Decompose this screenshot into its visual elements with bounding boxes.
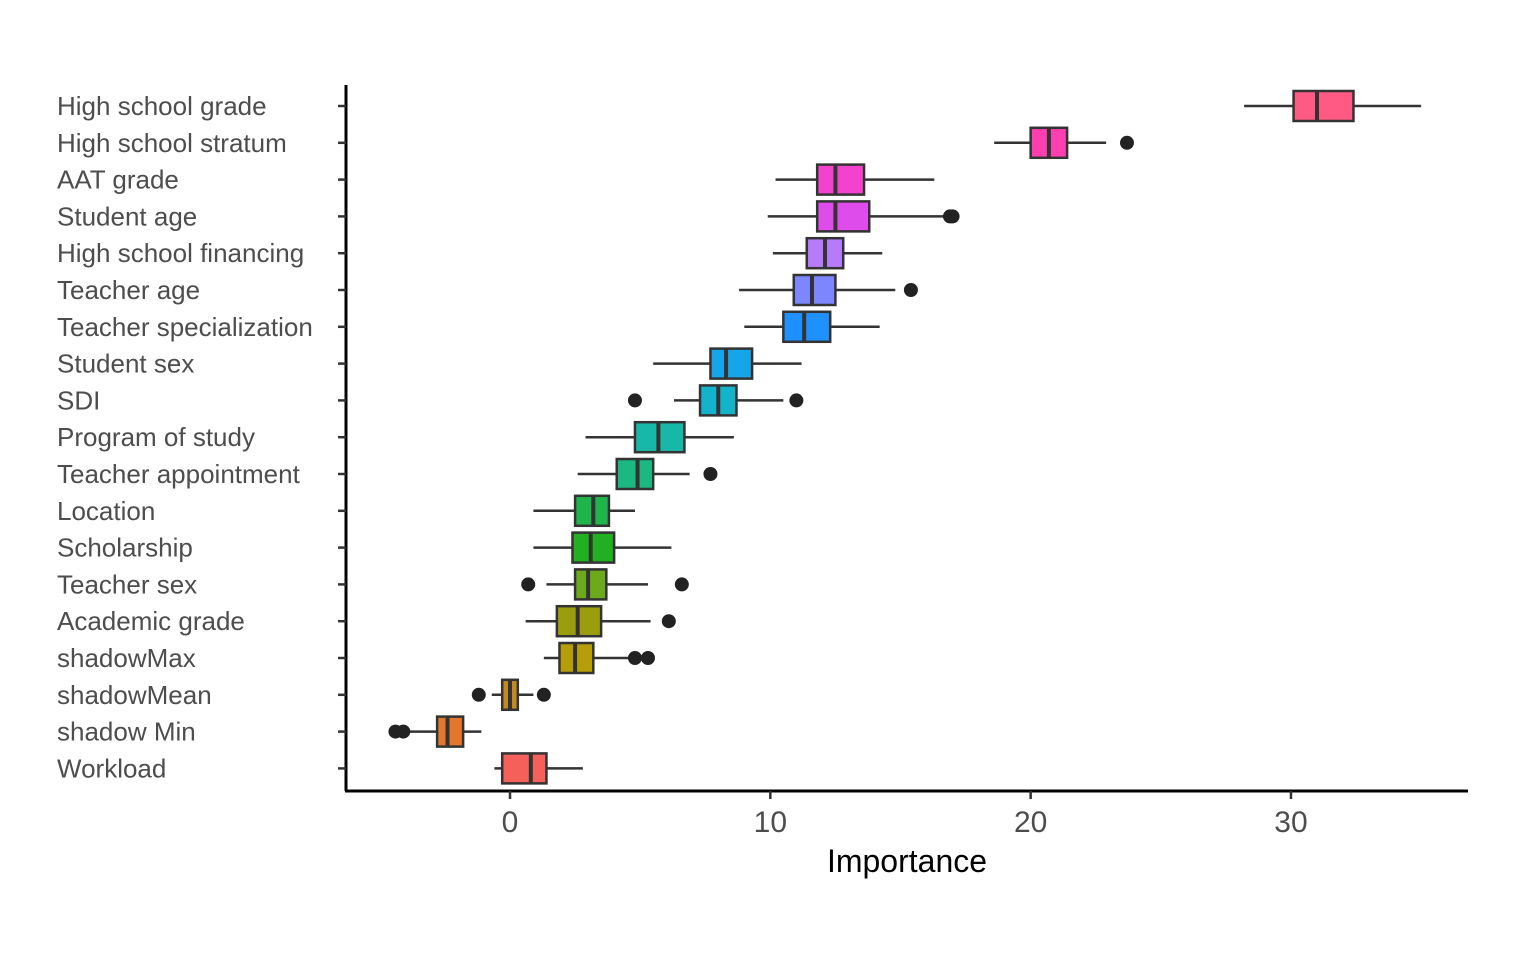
outlier-point [471,687,486,702]
box [709,347,754,380]
box-group [533,531,672,564]
box-group [653,347,802,380]
box [792,273,837,307]
y-tick-label: AAT grade [57,165,179,195]
boxes-layer [388,89,1422,785]
y-tick-label: Teacher sex [57,569,197,599]
y-tick-label: High school financing [57,238,304,268]
outlier-point [627,651,642,665]
y-tick-label: Teacher specialization [57,312,313,342]
box-group [388,715,482,748]
y-tick-label: shadow Min [57,717,196,747]
y-tick-label: Student sex [57,349,194,379]
box [435,715,465,748]
x-tick-label: 10 [754,806,787,839]
box [1292,89,1355,123]
box-group [772,236,883,270]
box-group [543,641,655,675]
box [573,568,608,601]
y-ticks [338,104,346,770]
box [615,457,655,491]
outlier-point [903,283,918,297]
y-tick-label: Location [57,496,155,526]
x-tick-label: 0 [502,806,519,839]
y-tick-label: shadowMax [57,643,196,673]
y-tick-label: High school grade [57,91,267,121]
box-group [494,752,583,785]
box [500,752,548,785]
box-group [744,310,880,344]
x-ticks: 0 10 20 30 [502,791,1308,839]
box-group [627,384,804,417]
y-tick-label: High school stratum [57,128,287,158]
box [782,310,832,344]
y-tick-label: Student age [57,201,197,231]
box-group [994,126,1134,160]
y-tick-label: Academic grade [57,606,245,636]
box-group [1244,89,1422,123]
x-tick-label: 20 [1014,806,1047,839]
outlier-point [945,209,960,224]
box [815,200,871,233]
outlier-point [536,687,551,702]
outlier-point [1119,135,1134,150]
box [571,531,616,564]
box-group [533,494,635,528]
outlier-point [661,614,676,629]
y-tick-label: shadowMean [57,680,212,710]
outlier-point [521,577,536,592]
box-group [521,568,689,601]
outlier-point [674,577,689,592]
y-tick-label: Program of study [57,422,255,452]
box-group [525,604,676,638]
y-tick-label: Teacher appointment [57,459,301,489]
box [815,163,866,196]
x-axis-label: Importance [827,843,987,879]
y-tick-labels: High school grade High school stratum AAT … [57,91,313,783]
box-group [767,200,960,233]
box-group [775,163,935,196]
box-group [739,273,918,307]
box-group [471,678,551,712]
y-tick-label: Workload [57,753,166,783]
outlier-point [789,393,804,408]
outlier-point [396,724,411,739]
x-tick-label: 30 [1274,806,1307,839]
outlier-point [703,467,718,481]
box-group [585,420,734,454]
outlier-point [627,393,642,408]
outlier-point [640,651,655,665]
box-group [577,457,718,491]
y-tick-label: Scholarship [57,533,193,563]
y-tick-label: SDI [57,385,100,415]
y-tick-label: Teacher age [57,275,200,305]
